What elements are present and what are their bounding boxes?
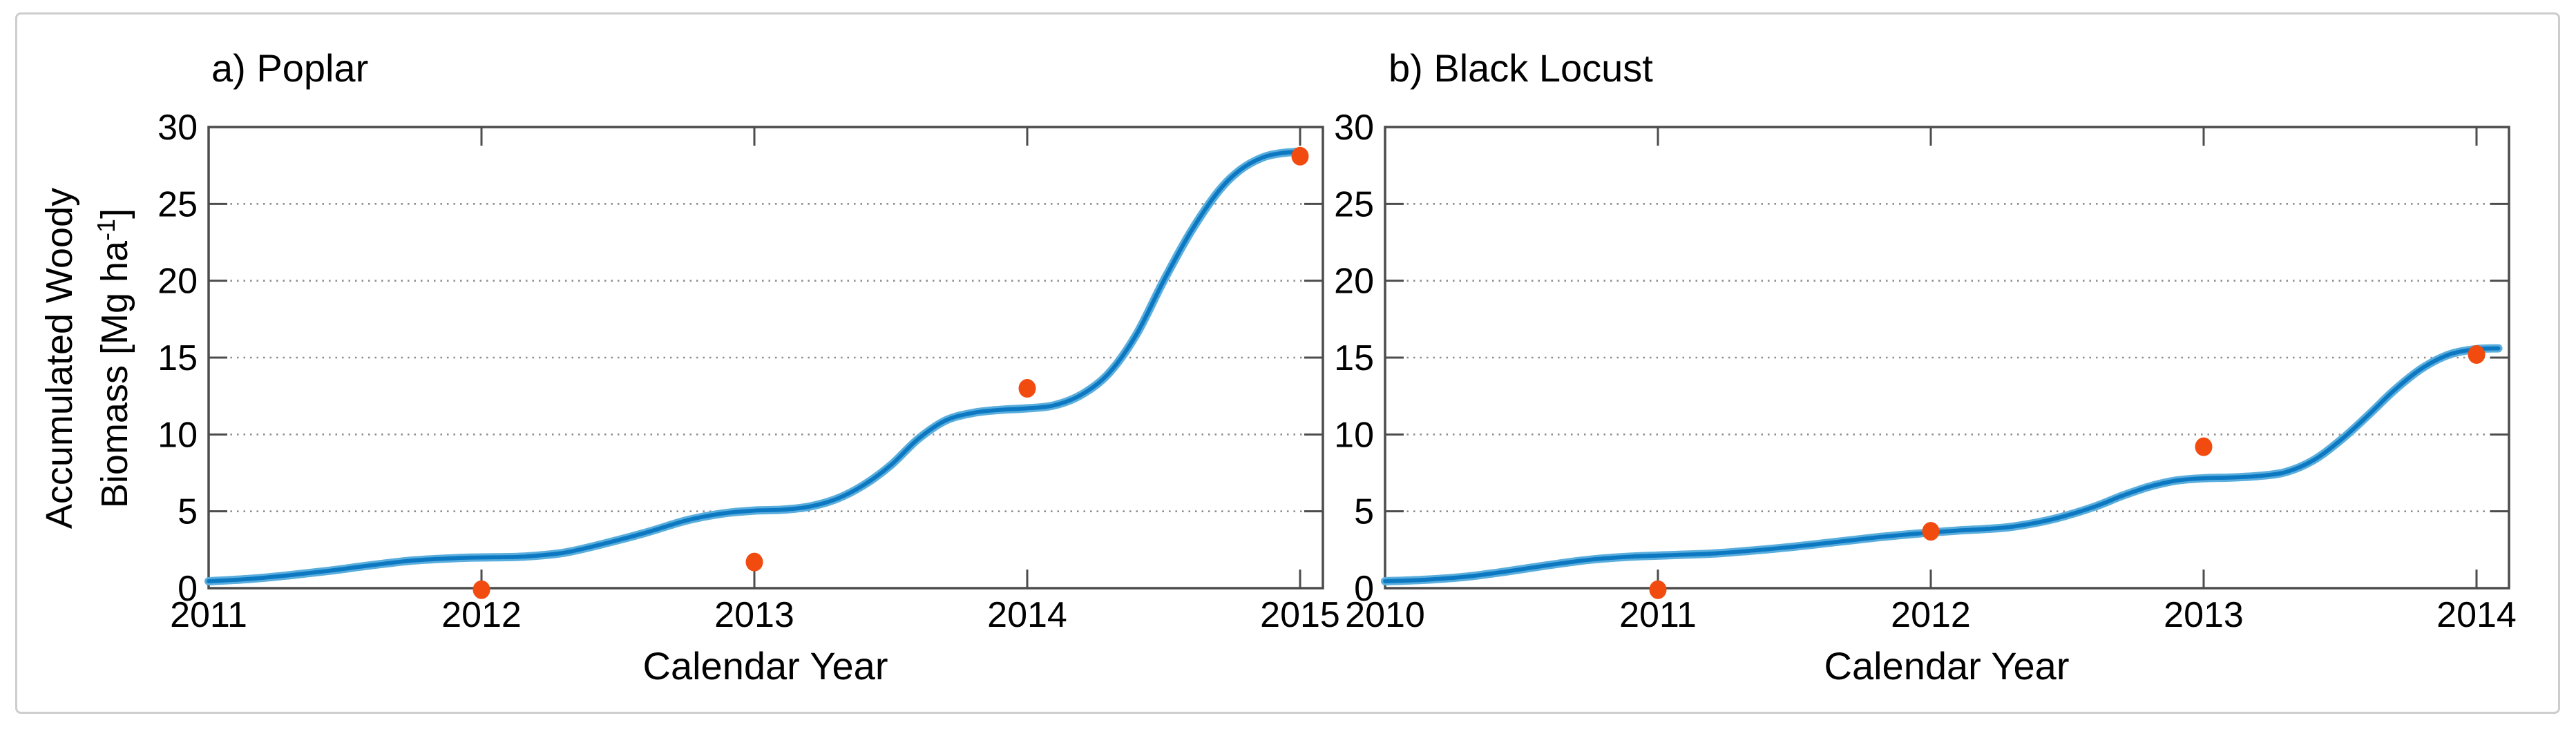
observation-dot [1649,580,1667,599]
panel-a-title: a) Poplar [211,46,369,90]
y-tick-label-30: 30 [1334,108,1374,148]
y-tick-label-20: 20 [158,262,198,302]
x-tick-label-2015: 2015 [1260,595,1340,635]
observation-dot [1018,379,1036,398]
observation-dot [745,552,763,572]
observation-dot [2468,345,2486,364]
x-tick-label-2013: 2013 [714,595,794,635]
model-curve [207,149,1302,583]
y-tick-label-15: 15 [158,338,198,378]
y-tick-label-0: 0 [1354,569,1374,609]
x-tick-label-2012: 2012 [441,595,522,635]
y-tick-label-10: 10 [158,415,198,455]
x-tick-label-2014: 2014 [2436,595,2517,635]
x-tick-label-2011: 2011 [1619,595,1697,635]
x-tick-label-2013: 2013 [2164,595,2244,635]
x-tick-label-2011: 2011 [170,595,247,635]
y-tick-label-0: 0 [178,569,198,609]
figure-border [15,12,2560,714]
x-tick-label-2014: 2014 [987,595,1067,635]
y-axis-label-line1: Accumulated Woody [39,187,80,529]
y-axis-label-line2-close: ] [94,208,135,219]
y-tick-label-10: 10 [1334,415,1374,455]
model-curve [1383,346,2501,583]
observation-dot [1291,146,1309,166]
observation-dot [473,580,490,599]
panel-b-title: b) Black Locust [1389,46,1653,90]
y-axis-label-line2: Biomass [Mg ha-1] [83,120,138,596]
y-axis-label-superscript: -1 [92,218,120,241]
y-axis-label: Accumulated Woody Biomass [Mg ha-1] [37,120,135,596]
y-axis-label-line2-text: Biomass [Mg ha [94,240,135,509]
y-tick-label-25: 25 [158,184,198,224]
panel-b-xaxis-title: Calendar Year [1824,644,2070,688]
x-tick-label-2010: 2010 [1345,595,1425,635]
panel-a-xaxis-title: Calendar Year [642,644,888,688]
y-tick-label-30: 30 [158,108,198,148]
model-curve-edge [204,147,1304,585]
observation-dot [1922,522,1940,541]
x-tick-label-2012: 2012 [1891,595,1971,635]
model-curve-edge [1381,344,2503,585]
y-tick-label-15: 15 [1334,338,1374,378]
y-tick-label-5: 5 [1354,492,1374,532]
y-tick-label-25: 25 [1334,184,1374,224]
y-tick-label-5: 5 [178,492,198,532]
observation-dot [2195,437,2213,456]
y-tick-label-20: 20 [1334,262,1374,302]
